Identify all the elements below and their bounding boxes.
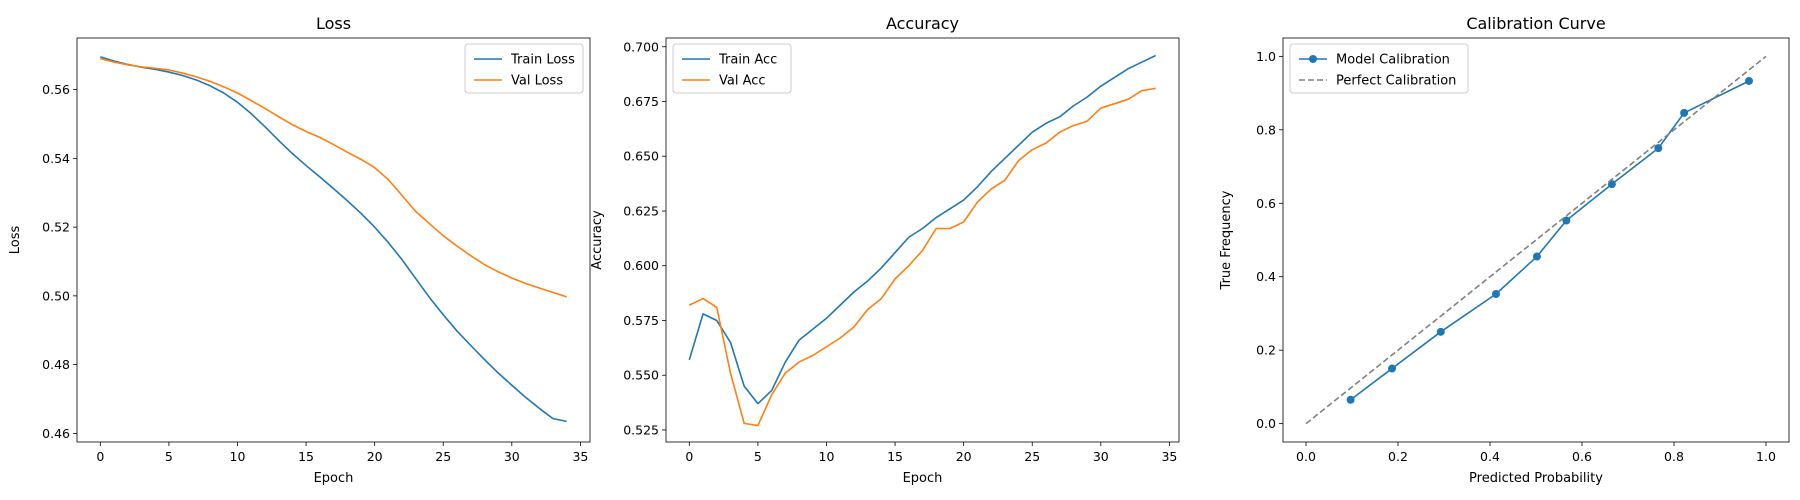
chart-title: Loss bbox=[316, 14, 351, 33]
x-tick-label: 0 bbox=[96, 449, 104, 464]
x-tick-label: 0.2 bbox=[1388, 449, 1408, 464]
series-line-2 bbox=[1305, 55, 1767, 425]
y-tick-label: 0.650 bbox=[623, 149, 659, 164]
y-tick-label: 0.700 bbox=[623, 39, 659, 54]
x-tick-label: 35 bbox=[572, 449, 588, 464]
data-point bbox=[1346, 395, 1355, 404]
legend-label: Val Acc bbox=[719, 74, 766, 89]
data-point bbox=[1436, 327, 1445, 336]
x-axis-label: Predicted Probability bbox=[1469, 471, 1603, 486]
x-tick-label: 0.8 bbox=[1664, 449, 1684, 464]
legend: Train Loss Val Loss bbox=[464, 43, 584, 94]
y-tick-label: 0.56 bbox=[42, 82, 70, 97]
x-tick-label: 35 bbox=[1161, 449, 1177, 464]
data-point bbox=[1388, 364, 1397, 373]
y-tick-label: 0.0 bbox=[1256, 416, 1276, 431]
series-line-1 bbox=[100, 56, 567, 423]
chart-panel-2: Accuracy 0 5 10 15 20 25 30 35 0.525 0.550 0.575 0.6… bbox=[590, 14, 1180, 486]
x-tick-label: 20 bbox=[956, 449, 972, 464]
y-tick-label: 0.4 bbox=[1256, 269, 1276, 284]
y-tick-label: 0.52 bbox=[42, 220, 70, 235]
axes-frame bbox=[665, 37, 1180, 443]
legend-marker bbox=[1309, 55, 1317, 63]
x-tick-label: 15 bbox=[298, 449, 314, 464]
data-point bbox=[1680, 108, 1689, 117]
y-axis-label: Accuracy bbox=[590, 210, 605, 270]
axes-frame bbox=[1282, 37, 1790, 443]
chart-panel-3: Calibration Curve 0.0 0.2 0.4 0.6 0.8 1.0 0.0 0.… bbox=[1219, 14, 1790, 486]
legend-box bbox=[1289, 43, 1469, 94]
y-tick-label: 1.0 bbox=[1256, 49, 1276, 64]
x-tick-label: 0 bbox=[685, 449, 693, 464]
y-axis-label: True Frequency bbox=[1219, 190, 1234, 290]
series-line-1 bbox=[688, 54, 1157, 405]
legend-label: Train Loss bbox=[510, 53, 575, 68]
y-tick-label: 0.48 bbox=[42, 357, 70, 372]
data-point bbox=[1491, 289, 1500, 298]
data-point bbox=[1562, 216, 1571, 225]
x-tick-label: 10 bbox=[230, 449, 246, 464]
chart-title: Accuracy bbox=[886, 14, 959, 33]
legend-label: Train Acc bbox=[718, 53, 777, 68]
y-tick-label: 0.8 bbox=[1256, 122, 1276, 137]
legend: Model Calibration Perfect Calibration bbox=[1289, 43, 1469, 94]
data-point bbox=[1744, 76, 1753, 85]
x-axis-label: Epoch bbox=[903, 471, 943, 486]
y-tick-label: 0.575 bbox=[623, 313, 659, 328]
axes-frame bbox=[76, 37, 591, 443]
plot-area bbox=[1305, 55, 1767, 425]
chart-panel-1: Loss 0 5 10 15 20 25 30 35 0.46 0.48 0.50 0.52 0.54 0.… bbox=[8, 14, 591, 486]
plot-area bbox=[100, 56, 567, 423]
y-tick-label: 0.2 bbox=[1256, 343, 1276, 358]
y-tick-label: 0.675 bbox=[623, 94, 659, 109]
data-point bbox=[1607, 180, 1616, 189]
legend-label: Val Loss bbox=[511, 74, 563, 89]
y-tick-label: 0.46 bbox=[42, 426, 70, 441]
x-tick-label: 20 bbox=[367, 449, 383, 464]
y-tick-label: 0.625 bbox=[623, 203, 659, 218]
x-tick-label: 1.0 bbox=[1756, 449, 1776, 464]
y-tick-label: 0.6 bbox=[1256, 196, 1276, 211]
x-tick-label: 15 bbox=[887, 449, 903, 464]
x-tick-label: 30 bbox=[504, 449, 520, 464]
x-tick-label: 25 bbox=[435, 449, 451, 464]
chart-title: Calibration Curve bbox=[1466, 14, 1605, 33]
data-point bbox=[1532, 252, 1541, 261]
x-tick-label: 5 bbox=[754, 449, 762, 464]
y-tick-label: 0.550 bbox=[623, 368, 659, 383]
legend: Train Acc Val Acc bbox=[672, 43, 792, 94]
x-tick-label: 0.4 bbox=[1480, 449, 1500, 464]
x-tick-label: 0.0 bbox=[1296, 449, 1316, 464]
x-tick-label: 0.6 bbox=[1572, 449, 1592, 464]
legend-label: Perfect Calibration bbox=[1336, 74, 1456, 89]
x-tick-label: 30 bbox=[1093, 449, 1109, 464]
y-tick-label: 0.50 bbox=[42, 288, 70, 303]
y-tick-label: 0.54 bbox=[42, 151, 70, 166]
legend-label: Model Calibration bbox=[1336, 53, 1450, 68]
y-tick-label: 0.525 bbox=[623, 422, 659, 437]
series-line-1 bbox=[1350, 80, 1750, 401]
y-tick-label: 0.600 bbox=[623, 258, 659, 273]
series-line-2 bbox=[100, 57, 567, 298]
x-axis-label: Epoch bbox=[314, 471, 354, 486]
data-point bbox=[1654, 144, 1663, 153]
x-tick-label: 25 bbox=[1024, 449, 1040, 464]
y-axis-label: Loss bbox=[8, 226, 23, 255]
plot-area bbox=[688, 54, 1157, 427]
x-tick-label: 5 bbox=[165, 449, 173, 464]
series-line-2 bbox=[688, 87, 1156, 427]
x-tick-label: 10 bbox=[819, 449, 835, 464]
